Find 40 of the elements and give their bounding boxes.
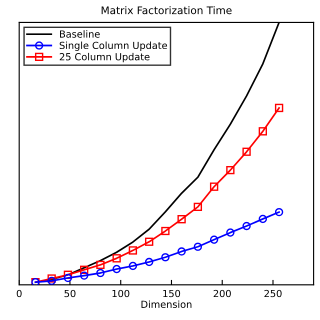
point: [210, 182, 218, 191]
point: [96, 268, 105, 278]
x-tick-label: 100: [112, 290, 130, 298]
point: [274, 104, 284, 112]
x-tick-label: 250: [264, 290, 282, 298]
point: [194, 202, 202, 212]
point: [48, 274, 56, 283]
point: [80, 266, 88, 274]
point: [177, 215, 186, 224]
x-tick-label: 150: [163, 290, 180, 298]
x-tick-label: 200: [214, 290, 231, 298]
point: [194, 242, 202, 251]
point: [96, 260, 105, 270]
point: [112, 264, 121, 274]
point: [48, 276, 56, 285]
point: [112, 254, 121, 262]
chart-title: Matrix Factorization Time: [102, 6, 232, 14]
legend-label: Baseline: [60, 30, 100, 38]
point: [64, 274, 72, 282]
point: [242, 148, 251, 156]
legend-label: 25 Column Update: [60, 52, 150, 62]
point: [210, 236, 218, 244]
point: [128, 262, 138, 270]
point: [80, 271, 88, 280]
x-tick-label: 0: [16, 290, 22, 298]
x-tick-label: 50: [64, 290, 76, 298]
legend-label: Single Column Update: [60, 42, 168, 51]
point: [274, 208, 284, 216]
point: [144, 258, 154, 266]
point: [161, 226, 170, 236]
point: [161, 253, 170, 262]
point: [226, 166, 235, 174]
x-axis-title: Dimension: [142, 300, 192, 308]
point: [144, 238, 154, 246]
point: [226, 228, 235, 237]
point: [177, 247, 186, 256]
point: [128, 246, 138, 255]
point: [242, 222, 251, 230]
point: [258, 214, 268, 224]
point: [258, 127, 268, 136]
